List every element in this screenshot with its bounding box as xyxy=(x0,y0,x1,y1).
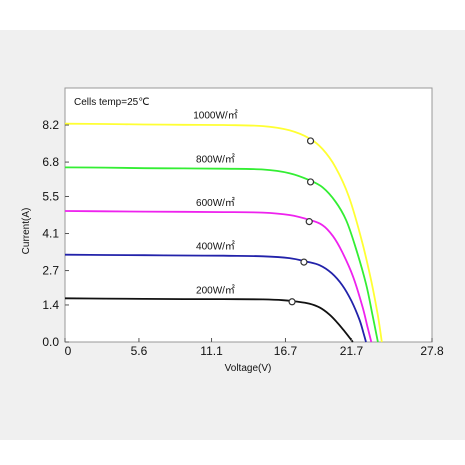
chart-annotation: Cells temp=25℃ xyxy=(74,97,149,108)
y-tick-label: 6.8 xyxy=(42,155,59,169)
series-line-200w xyxy=(64,297,354,343)
mpp-marker-200w xyxy=(288,298,296,306)
series-label-800w: 800W/㎡ xyxy=(196,153,235,165)
y-tick-label: 0.0 xyxy=(42,335,59,349)
y-axis-title: Current(A) xyxy=(21,208,32,255)
series-label-1000w: 1000W/㎡ xyxy=(193,110,237,122)
y-tick-label: 4.1 xyxy=(42,227,59,241)
mpp-marker-800w xyxy=(306,178,315,186)
x-tick-label: 5.6 xyxy=(131,344,148,358)
x-axis-title: Voltage(V) xyxy=(225,363,272,374)
series-labels: 1000W/㎡ 800W/㎡ 600W/㎡ 400W/㎡ 200W/㎡ xyxy=(193,110,237,297)
y-tick-label: 5.5 xyxy=(42,189,59,203)
series-group xyxy=(64,122,383,343)
y-tick-label: 8.2 xyxy=(42,118,59,132)
series-label-200w: 200W/㎡ xyxy=(196,284,235,296)
x-axis-ticks: 0 5.6 11.1 16.7 21.7 27.8 xyxy=(64,338,444,358)
y-axis-ticks: 0.0 1.4 2.7 4.1 5.5 6.8 8.2 xyxy=(42,118,69,349)
mpp-marker-1000w xyxy=(306,137,315,145)
mpp-marker-400w xyxy=(300,258,308,266)
series-label-600w: 600W/㎡ xyxy=(196,197,235,209)
x-tick-label: 16.7 xyxy=(274,344,298,358)
y-tick-label: 1.4 xyxy=(42,298,59,312)
x-tick-label: 11.1 xyxy=(200,344,223,358)
x-tick-label: 27.8 xyxy=(420,344,444,358)
x-tick-label: 21.7 xyxy=(340,344,364,358)
mpp-marker-600w xyxy=(305,218,313,226)
x-tick-label: 0 xyxy=(65,344,72,358)
series-label-400w: 400W/㎡ xyxy=(196,241,235,253)
y-tick-label: 2.7 xyxy=(42,264,59,278)
